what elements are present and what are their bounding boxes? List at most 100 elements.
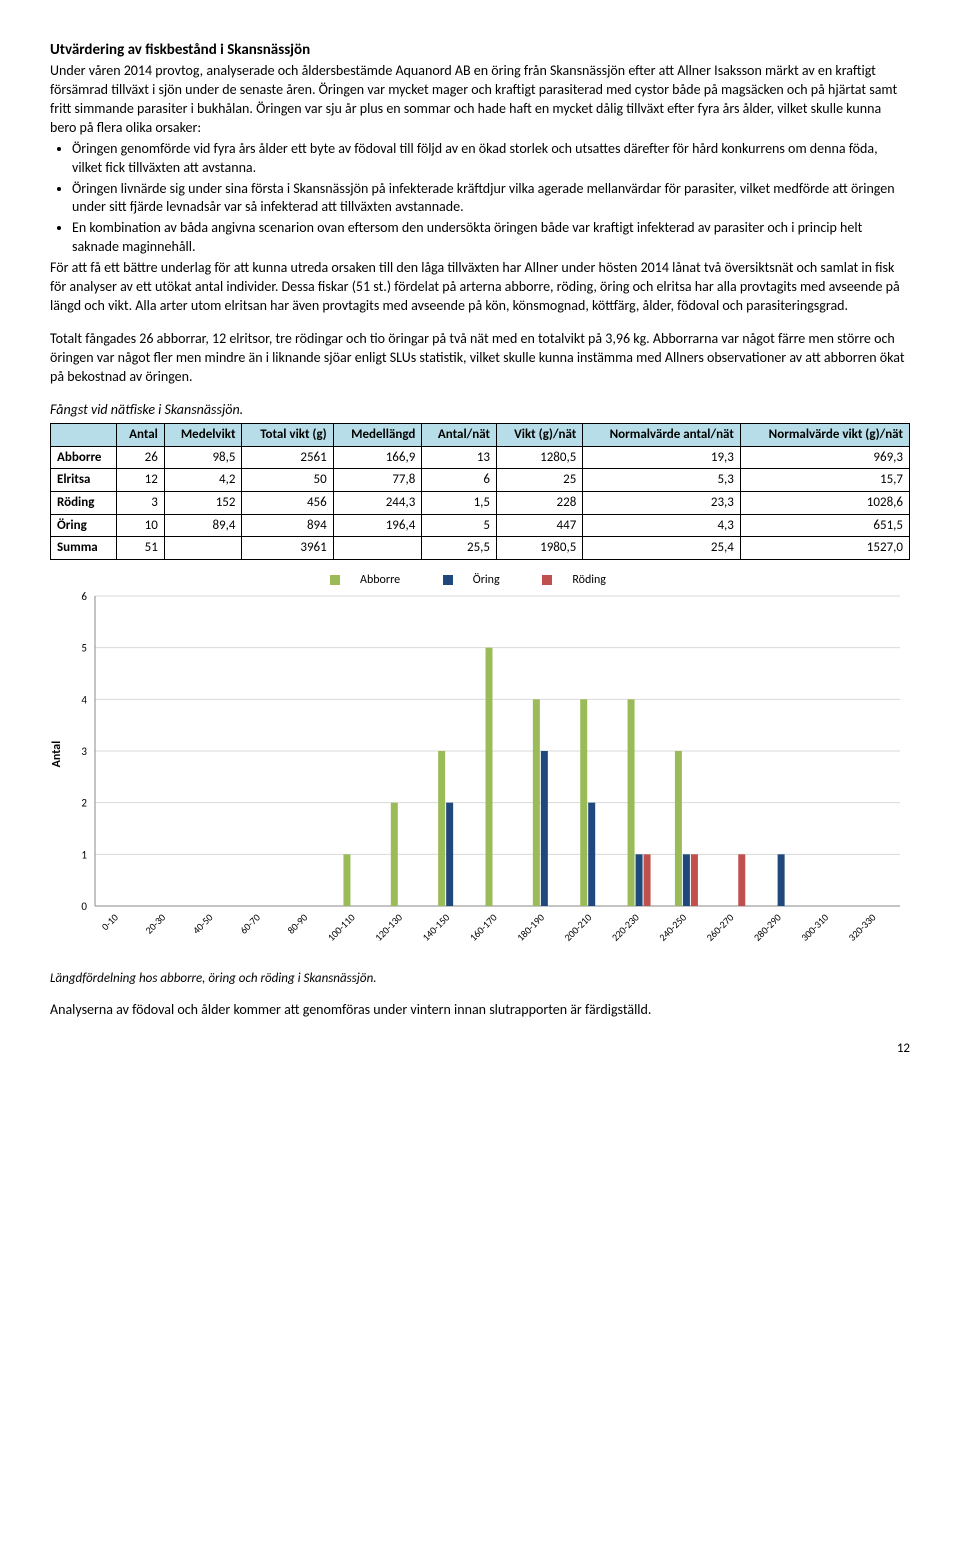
svg-text:6: 6 (81, 590, 87, 603)
svg-text:300-310: 300-310 (798, 911, 831, 944)
svg-text:20-30: 20-30 (142, 911, 168, 937)
svg-text:0-10: 0-10 (99, 911, 121, 933)
svg-text:2: 2 (81, 796, 87, 809)
table-cell (164, 537, 242, 560)
col-header: Medelvikt (164, 424, 242, 447)
table-cell: 50 (242, 469, 333, 492)
table-cell: 1028,6 (740, 492, 909, 515)
svg-text:0: 0 (81, 900, 87, 913)
page-title: Utvärdering av fiskbestånd i Skansnässjö… (50, 40, 910, 60)
svg-text:260-270: 260-270 (704, 911, 737, 944)
table-cell: 456 (242, 492, 333, 515)
table-cell: 228 (497, 492, 583, 515)
table-cell: 651,5 (740, 514, 909, 537)
svg-text:220-230: 220-230 (609, 911, 642, 944)
table-cell: 51 (116, 537, 164, 560)
svg-text:3: 3 (81, 745, 87, 758)
svg-text:120-130: 120-130 (372, 911, 405, 944)
intro-paragraph: Under våren 2014 provtog, analyserade oc… (50, 62, 910, 138)
table-cell: 5 (422, 514, 497, 537)
bullet-item: Öringen genomförde vid fyra års ålder et… (72, 140, 910, 178)
table-cell: 5,3 (583, 469, 741, 492)
bullet-list: Öringen genomförde vid fyra års ålder et… (72, 140, 910, 257)
col-header (51, 424, 117, 447)
svg-text:100-110: 100-110 (325, 911, 358, 944)
table-cell: Elritsa (51, 469, 117, 492)
table-cell: 969,3 (740, 446, 909, 469)
col-header: Vikt (g)/nät (497, 424, 583, 447)
paragraph-2: För att få ett bättre underlag för att k… (50, 259, 910, 316)
col-header: Antal (116, 424, 164, 447)
table-cell: 25,5 (422, 537, 497, 560)
table-cell: 1980,5 (497, 537, 583, 560)
bullet-item: En kombination av båda angivna scenarion… (72, 219, 910, 257)
chart-caption: Längdfördelning hos abborre, öring och r… (50, 970, 910, 988)
paragraph-3: Totalt fångades 26 abborrar, 12 elritsor… (50, 330, 910, 387)
table-cell: 3 (116, 492, 164, 515)
legend-swatch-oring (443, 575, 453, 585)
table-cell: 10 (116, 514, 164, 537)
chart-legend: Abborre Öring Röding (330, 572, 646, 588)
svg-text:1: 1 (81, 848, 87, 861)
table-cell: Summa (51, 537, 117, 560)
legend-label: Röding (572, 573, 606, 587)
table-cell: 25,4 (583, 537, 741, 560)
table-cell: 1527,0 (740, 537, 909, 560)
table-cell: 244,3 (333, 492, 422, 515)
svg-text:180-190: 180-190 (514, 911, 547, 944)
chart-ylabel: Antal (49, 741, 65, 768)
table-cell: 26 (116, 446, 164, 469)
legend-swatch-abborre (330, 575, 340, 585)
table-cell: 98,5 (164, 446, 242, 469)
table-cell: 12 (116, 469, 164, 492)
col-header: Normalvärde vikt (g)/nät (740, 424, 909, 447)
svg-text:200-210: 200-210 (561, 911, 594, 944)
table-cell: Röding (51, 492, 117, 515)
table-cell: 6 (422, 469, 497, 492)
col-header: Normalvärde antal/nät (583, 424, 741, 447)
col-header: Medellängd (333, 424, 422, 447)
table-cell: 894 (242, 514, 333, 537)
legend-label: Öring (473, 573, 500, 587)
col-header: Total vikt (g) (242, 424, 333, 447)
table-cell: 152 (164, 492, 242, 515)
table-cell: 89,4 (164, 514, 242, 537)
table-cell: 19,3 (583, 446, 741, 469)
svg-text:240-250: 240-250 (656, 911, 689, 944)
table-cell: 15,7 (740, 469, 909, 492)
table-cell: 1,5 (422, 492, 497, 515)
table-cell: 77,8 (333, 469, 422, 492)
table-cell: 3961 (242, 537, 333, 560)
page-number: 12 (50, 1040, 910, 1058)
table-caption: Fångst vid nätfiske i Skansnässjön. (50, 401, 910, 420)
table-cell: Öring (51, 514, 117, 537)
svg-text:140-150: 140-150 (419, 911, 452, 944)
table-cell: 4,2 (164, 469, 242, 492)
table-cell: 25 (497, 469, 583, 492)
table-cell: 13 (422, 446, 497, 469)
table-cell: 2561 (242, 446, 333, 469)
svg-text:160-170: 160-170 (467, 911, 500, 944)
table-cell: 4,3 (583, 514, 741, 537)
svg-text:40-50: 40-50 (190, 911, 216, 937)
svg-text:4: 4 (81, 693, 87, 706)
svg-text:280-290: 280-290 (751, 911, 784, 944)
legend-label: Abborre (360, 573, 400, 587)
svg-text:5: 5 (81, 641, 87, 654)
table-cell: 166,9 (333, 446, 422, 469)
closing-paragraph: Analyserna av födoval och ålder kommer a… (50, 1001, 910, 1020)
legend-swatch-roding (542, 575, 552, 585)
table-cell: Abborre (51, 446, 117, 469)
table-cell: 1280,5 (497, 446, 583, 469)
table-cell: 447 (497, 514, 583, 537)
catch-table: Antal Medelvikt Total vikt (g) Medelläng… (50, 423, 910, 559)
table-cell (333, 537, 422, 560)
svg-text:60-70: 60-70 (237, 911, 263, 937)
length-distribution-chart: Antal Abborre Öring Röding 0 1 2 3 4 5 6 0-10 20… (50, 566, 910, 966)
col-header: Antal/nät (422, 424, 497, 447)
table-cell: 23,3 (583, 492, 741, 515)
bullet-item: Öringen livnärde sig under sina första i… (72, 180, 910, 218)
table-cell: 196,4 (333, 514, 422, 537)
svg-text:80-90: 80-90 (285, 911, 311, 937)
intro-block: Under våren 2014 provtog, analyserade oc… (50, 62, 910, 316)
